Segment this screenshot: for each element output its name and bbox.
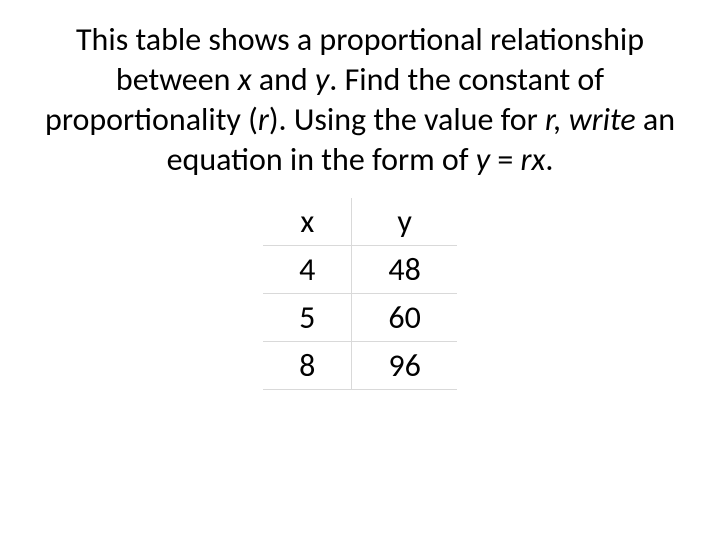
cell-x: 5 bbox=[263, 294, 352, 342]
column-header-x: x bbox=[263, 198, 352, 246]
italic-text: y bbox=[315, 60, 329, 99]
table-row: 5 60 bbox=[263, 294, 457, 342]
cell-y: 96 bbox=[352, 342, 457, 390]
cell-y: 60 bbox=[352, 294, 457, 342]
plain-text: ). Using the value for bbox=[269, 100, 545, 139]
problem-statement: This table shows a proportional relation… bbox=[30, 20, 690, 180]
cell-y: 48 bbox=[352, 246, 457, 294]
table-header-row: x y bbox=[263, 198, 457, 246]
plain-text: . bbox=[545, 140, 553, 179]
italic-text: r bbox=[258, 100, 269, 139]
italic-text: rx bbox=[521, 140, 546, 179]
italic-text: y bbox=[476, 140, 498, 179]
plain-text: and bbox=[252, 60, 315, 99]
table-row: 4 48 bbox=[263, 246, 457, 294]
cell-x: 8 bbox=[263, 342, 352, 390]
italic-text: r, write bbox=[545, 100, 643, 139]
plain-text: = bbox=[497, 140, 520, 179]
cell-x: 4 bbox=[263, 246, 352, 294]
proportional-table: x y 4 48 5 60 8 96 bbox=[263, 198, 457, 390]
table-row: 8 96 bbox=[263, 342, 457, 390]
column-header-y: y bbox=[352, 198, 457, 246]
italic-text: x bbox=[238, 60, 252, 99]
